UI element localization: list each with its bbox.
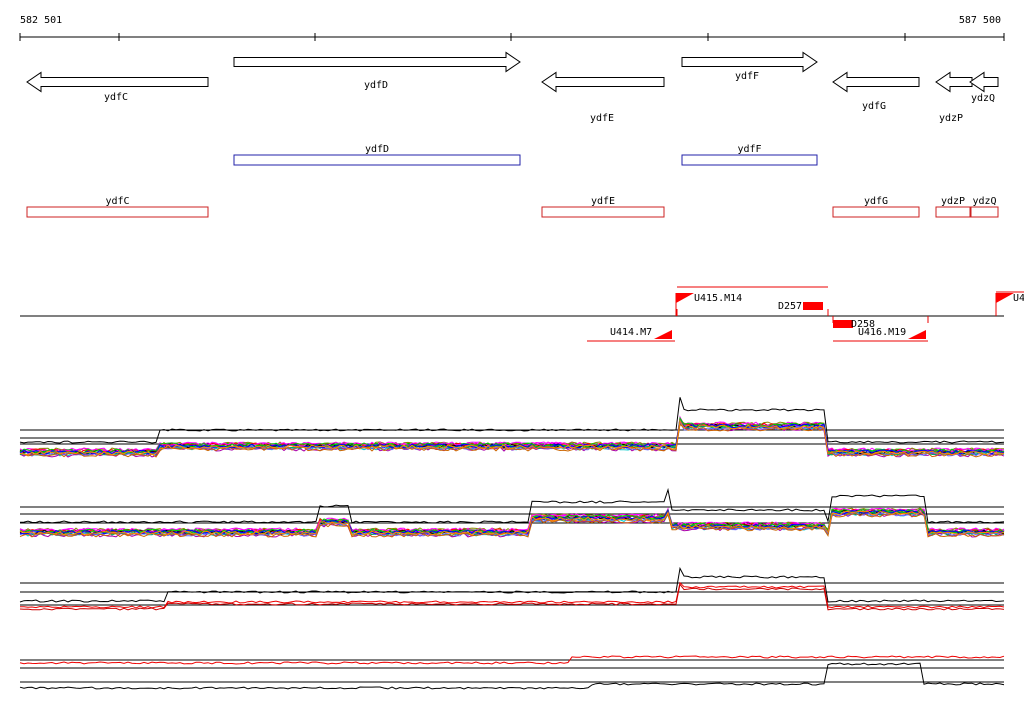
expression-series-line — [19, 415, 1005, 453]
gene-track: ydfC ydfD ydfE ydfF ydfG ydzP ydzQ — [26, 51, 999, 124]
expression-track-2 — [19, 487, 1005, 538]
gene-arrow-ydfC — [26, 71, 209, 93]
expression-series-line — [19, 419, 1005, 456]
reverse-label-ydfE: ydfE — [591, 196, 615, 207]
tu-flag-icon — [996, 293, 1014, 303]
expression-track-3 — [19, 566, 1005, 611]
reverse-box-ydzP — [935, 206, 971, 218]
terminator-mark — [803, 302, 823, 310]
expression-tracks — [19, 397, 1005, 690]
ruler-ticks — [19, 33, 1005, 41]
gene-label-ydfE: ydfE — [590, 113, 614, 124]
expression-series-line — [20, 509, 1005, 535]
expression-series-line — [19, 397, 1005, 444]
tu-label: U4 — [1013, 293, 1024, 304]
gene-arrow-ydfG — [832, 71, 920, 93]
terminator-label: D257 — [778, 301, 802, 312]
reverse-box-ydfE — [541, 206, 665, 218]
terminator-label: D258 — [851, 319, 875, 330]
transcription-unit-track: U414.M7 U415.M14 U416.M19 U4 D257 D258 — [20, 286, 1024, 342]
tu-label: U415.M14 — [694, 293, 742, 304]
reverse-label-ydfG: ydfG — [864, 196, 888, 207]
gene-arrow-ydzP — [935, 71, 973, 93]
reverse-gene-track: ydfC ydfE ydfG ydzP ydzQ — [26, 196, 999, 218]
reverse-label-ydzQ: ydzQ — [972, 196, 996, 207]
forward-box-ydfF — [681, 154, 818, 166]
expression-series-line — [19, 662, 1005, 690]
gene-label-ydfD: ydfD — [364, 80, 388, 91]
gene-label-ydfF: ydfF — [735, 71, 759, 82]
reverse-box-ydfG — [832, 206, 920, 218]
tu-label: U414.M7 — [610, 327, 652, 338]
tu-label: U416.M19 — [858, 327, 906, 338]
reverse-box-ydfC — [26, 206, 209, 218]
expression-track-4 — [19, 655, 1005, 690]
gene-label-ydfC: ydfC — [104, 92, 128, 103]
gene-arrow-ydfE — [541, 71, 665, 93]
expression-track-1 — [19, 397, 1005, 458]
tu-flag-icon — [654, 330, 672, 339]
expression-series-line — [19, 510, 1005, 536]
forward-label-ydfF: ydfF — [737, 144, 761, 155]
forward-gene-track: ydfD ydfF — [233, 144, 818, 166]
gene-label-ydzP: ydzP — [939, 113, 963, 124]
forward-box-ydfD — [233, 154, 521, 166]
reverse-label-ydfC: ydfC — [105, 196, 129, 207]
expression-series-line — [19, 581, 1005, 609]
tu-flag-icon — [676, 293, 694, 303]
expression-series-line — [19, 566, 1005, 603]
gene-arrow-ydzQ — [969, 71, 999, 93]
expression-series-line — [19, 507, 1005, 534]
forward-label-ydfD: ydfD — [365, 144, 389, 155]
reverse-label-ydzP: ydzP — [941, 196, 965, 207]
gene-arrow-ydfD — [233, 51, 521, 73]
coord-start-label: 582 501 — [20, 15, 62, 26]
terminator-mark — [833, 320, 853, 328]
expression-series-line — [19, 419, 1005, 455]
tu-flag-icon — [908, 330, 926, 339]
coordinate-ruler: 582 501 587 500 — [19, 15, 1005, 41]
expression-series-line — [19, 655, 1005, 665]
expression-series-line — [19, 583, 1005, 611]
gene-arrow-ydfF — [681, 51, 818, 73]
coord-end-label: 587 500 — [959, 15, 1001, 26]
gene-label-ydzQ: ydzQ — [971, 93, 995, 104]
gene-label-ydfG: ydfG — [862, 101, 886, 112]
expression-series-line — [19, 487, 1005, 524]
reverse-box-ydzQ — [970, 206, 999, 218]
